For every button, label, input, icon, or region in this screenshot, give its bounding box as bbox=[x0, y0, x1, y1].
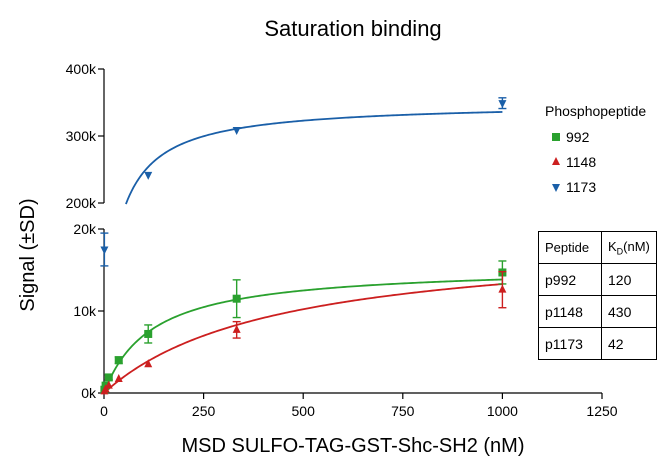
data-point-992 bbox=[232, 294, 241, 303]
fit-curve-1173 bbox=[125, 111, 503, 205]
kd-table-row: p1173 42 bbox=[538, 327, 657, 360]
y-tick-label-upper: 200k bbox=[66, 195, 97, 211]
y-tick-label-lower: 20k bbox=[73, 221, 97, 237]
kd-table-header-kd: KD(nM) bbox=[601, 231, 657, 264]
data-point-1173 bbox=[100, 246, 109, 255]
legend-marker-1173 bbox=[552, 184, 560, 192]
kd-table-peptide: p992 bbox=[538, 263, 602, 296]
x-axis-label: MSD SULFO-TAG-GST-Shc-SH2 (nM) bbox=[182, 435, 525, 457]
kd-table-row: p992 120 bbox=[538, 263, 657, 296]
data-point-1148 bbox=[144, 359, 153, 368]
chart-title: Saturation binding bbox=[264, 16, 441, 41]
fit-curve-1148 bbox=[103, 283, 503, 394]
kd-header-k: K bbox=[608, 238, 617, 254]
data-point-992 bbox=[104, 373, 113, 382]
data-point-1148 bbox=[232, 324, 241, 333]
y-tick-label-upper: 300k bbox=[66, 128, 97, 144]
kd-header-unit: (nM) bbox=[623, 238, 650, 254]
kd-table-header-row: Peptide KD(nM) bbox=[538, 231, 657, 264]
x-tick-label: 750 bbox=[391, 403, 415, 419]
legend-marker-1148 bbox=[552, 157, 560, 165]
x-tick-label: 1000 bbox=[487, 403, 518, 419]
data-point-1173 bbox=[498, 100, 507, 109]
kd-table-value: 120 bbox=[601, 263, 657, 296]
legend-marker-992 bbox=[552, 133, 560, 141]
kd-table: Peptide KD(nM) p992 120 p1148 430 p1173 … bbox=[538, 231, 657, 360]
kd-table-value: 430 bbox=[601, 295, 657, 328]
kd-header-d: D bbox=[616, 246, 624, 257]
data-point-1148 bbox=[498, 284, 507, 293]
y-axis-label: Signal (±SD) bbox=[17, 198, 39, 311]
y-tick-label-lower: 10k bbox=[73, 303, 97, 319]
legend-label-992: 992 bbox=[566, 129, 590, 145]
y-tick-label-lower: 0k bbox=[81, 385, 97, 401]
x-tick-label: 1250 bbox=[586, 403, 617, 419]
data-point-1173 bbox=[144, 171, 153, 180]
data-point-1173 bbox=[232, 126, 241, 135]
data-point-1148 bbox=[114, 374, 123, 383]
y-tick-label-upper: 400k bbox=[66, 61, 97, 77]
data-point-992 bbox=[114, 356, 123, 365]
fit-curve-992 bbox=[103, 278, 503, 394]
kd-table-peptide: p1173 bbox=[538, 327, 602, 360]
kd-table-row: p1148 430 bbox=[538, 295, 657, 328]
legend-label-1173: 1173 bbox=[566, 179, 596, 195]
x-tick-label: 500 bbox=[292, 403, 316, 419]
legend-label-1148: 1148 bbox=[566, 154, 596, 170]
kd-table-header-peptide: Peptide bbox=[538, 231, 602, 264]
x-tick-label: 250 bbox=[192, 403, 216, 419]
legend-title: Phosphopeptide bbox=[545, 103, 646, 119]
kd-table-peptide: p1148 bbox=[538, 295, 602, 328]
kd-table-value: 42 bbox=[601, 327, 657, 360]
data-point-1148 bbox=[104, 380, 113, 389]
x-tick-label: 0 bbox=[100, 403, 108, 419]
data-point-992 bbox=[144, 329, 153, 338]
